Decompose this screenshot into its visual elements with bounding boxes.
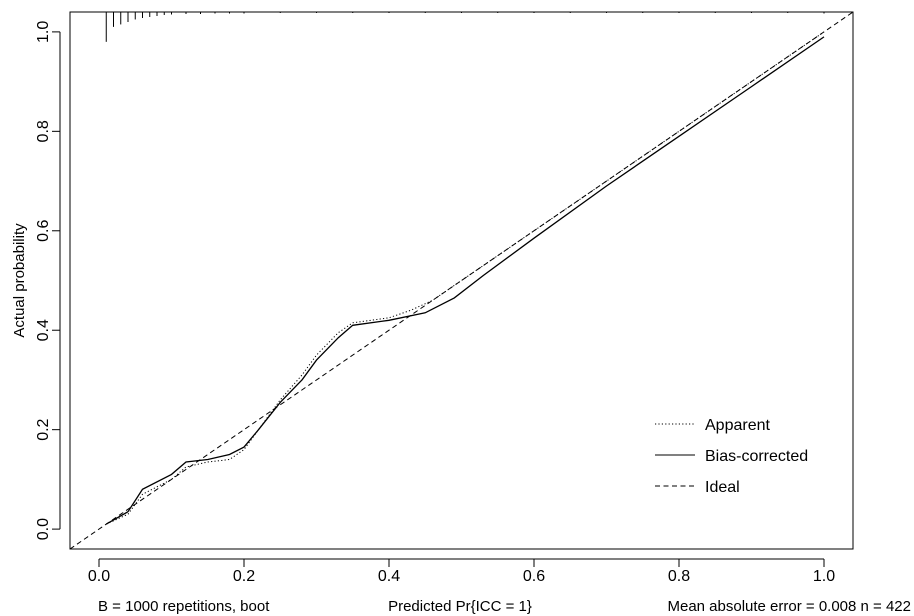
y-tick-label: 0.8 <box>35 120 52 142</box>
rug-layer <box>105 12 825 42</box>
x-tick-label: 1.0 <box>813 568 835 585</box>
y-tick-label: 0.0 <box>35 518 52 540</box>
legend-label: Apparent <box>705 417 770 434</box>
y-tick-label: 1.0 <box>35 21 52 43</box>
plot-frame <box>69 11 854 550</box>
legend: Apparent Bias-corrected Ideal <box>655 417 808 496</box>
series-line-ideal <box>69 11 854 550</box>
x-axis: 0.0 0.2 0.4 0.6 0.8 1.0 <box>88 558 835 585</box>
series-layer <box>69 11 854 550</box>
x-tick-label: 0.4 <box>378 568 400 585</box>
y-axis-title: Actual probability <box>11 223 28 338</box>
y-tick-label: 0.4 <box>35 319 52 341</box>
footer-error-summary: Mean absolute error = 0.008 n = 422 <box>667 598 911 615</box>
y-axis: 0.0 0.2 0.4 0.6 0.8 1.0 <box>35 21 61 540</box>
x-tick-label: 0.6 <box>523 568 545 585</box>
x-tick-label: 0.8 <box>668 568 690 585</box>
x-tick-label: 0.2 <box>233 568 255 585</box>
y-tick-label: 0.6 <box>35 220 52 242</box>
legend-label: Ideal <box>705 479 740 496</box>
series-line-bias-corrected <box>105 36 825 525</box>
legend-label: Bias-corrected <box>705 448 808 465</box>
footer-repetitions: B = 1000 repetitions, boot <box>98 598 270 615</box>
x-axis-title: Predicted Pr{ICC = 1} <box>388 598 532 615</box>
x-tick-label: 0.0 <box>88 568 110 585</box>
y-tick-label: 0.2 <box>35 418 52 440</box>
